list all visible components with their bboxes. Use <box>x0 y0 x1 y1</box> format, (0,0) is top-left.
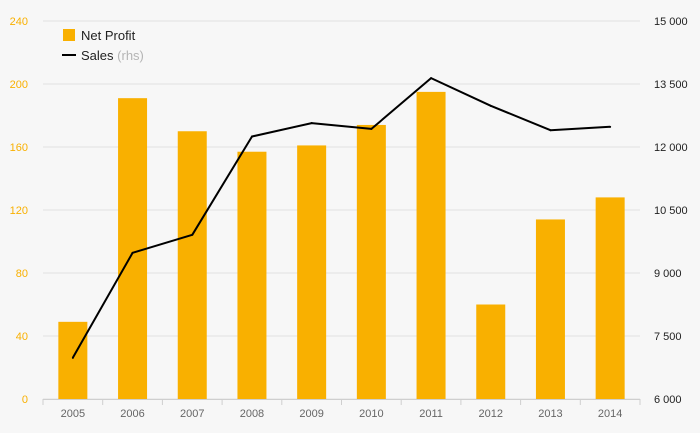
bar-series <box>58 91 625 400</box>
bar-net-profit-2008 <box>237 151 267 399</box>
right-tick-label-12-000: 12 000 <box>654 142 688 154</box>
x-tick-label-2011: 2011 <box>419 408 443 420</box>
x-tick-label-2009: 2009 <box>299 408 323 420</box>
bar-net-profit-2009 <box>297 145 327 399</box>
bar-net-profit-2012 <box>476 304 506 399</box>
line-sales <box>71 77 611 359</box>
left-tick-label-80: 80 <box>16 268 28 280</box>
x-tick-label-2014: 2014 <box>598 408 622 420</box>
point-sales-2014 <box>609 125 612 128</box>
x-tick-label-2007: 2007 <box>180 408 204 420</box>
x-tick-label-2010: 2010 <box>359 408 383 420</box>
left-tick-label-240: 240 <box>10 16 28 28</box>
bar-net-profit-2007 <box>177 131 207 399</box>
x-tick-label-2012: 2012 <box>479 408 503 420</box>
left-tick-label-200: 200 <box>10 79 28 91</box>
point-sales-2008 <box>250 135 253 138</box>
point-sales-2007 <box>191 233 194 236</box>
left-tick-label-0: 0 <box>22 394 28 406</box>
left-tick-label-160: 160 <box>10 142 28 154</box>
point-sales-2013 <box>549 129 552 132</box>
bar-net-profit-2006 <box>118 98 148 400</box>
x-tick-label-2013: 2013 <box>538 408 562 420</box>
legend-swatch-net-profit <box>63 29 75 41</box>
right-tick-label-13-500: 13 500 <box>654 79 688 91</box>
legend-label-net-profit: Net Profit <box>81 28 136 43</box>
legend-label-sales-name: Sales <box>81 48 114 63</box>
x-tick-label-2006: 2006 <box>120 408 144 420</box>
point-sales-2005 <box>71 356 74 359</box>
left-tick-label-120: 120 <box>10 205 28 217</box>
legend-label-sales: Sales (rhs) <box>81 48 144 63</box>
point-sales-2011 <box>430 77 433 80</box>
x-tick-label-2008: 2008 <box>240 408 264 420</box>
right-tick-label-9-000: 9 000 <box>654 268 682 280</box>
point-sales-2012 <box>489 104 492 107</box>
right-tick-label-10-500: 10 500 <box>654 205 688 217</box>
line-series <box>71 77 612 359</box>
bar-net-profit-2011 <box>416 91 446 399</box>
left-tick-label-40: 40 <box>16 331 28 343</box>
legend-label-sales-suffix: (rhs) <box>117 48 144 63</box>
right-tick-label-6-000: 6 000 <box>654 394 682 406</box>
right-tick-label-7-500: 7 500 <box>654 331 682 343</box>
legend: Net Profit Sales (rhs) <box>62 28 144 63</box>
point-sales-2010 <box>370 127 373 130</box>
x-tick-label-2005: 2005 <box>61 408 85 420</box>
bar-net-profit-2014 <box>595 197 625 399</box>
right-tick-label-15-000: 15 000 <box>654 16 688 28</box>
bar-net-profit-2010 <box>356 124 386 399</box>
axes: 0 6 000 40 7 500 80 9 000 120 10 500 160 12 000 20… <box>10 16 688 420</box>
point-sales-2009 <box>310 122 313 125</box>
bar-net-profit-2005 <box>58 321 88 399</box>
point-sales-2006 <box>131 251 134 254</box>
bar-net-profit-2013 <box>535 219 565 399</box>
